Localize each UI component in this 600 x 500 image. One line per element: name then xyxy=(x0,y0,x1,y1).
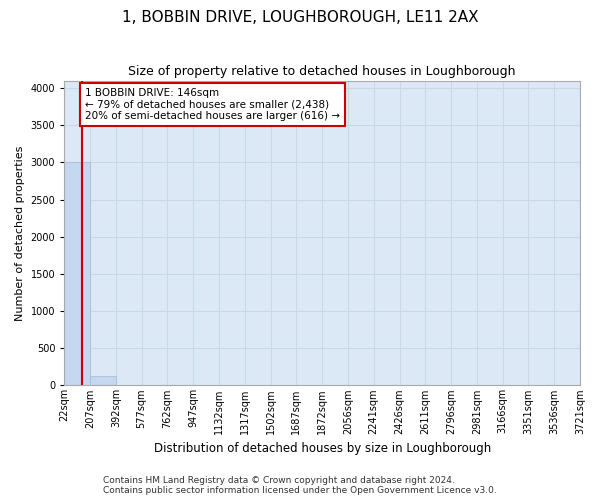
Title: Size of property relative to detached houses in Loughborough: Size of property relative to detached ho… xyxy=(128,65,516,78)
Bar xyxy=(90,376,116,386)
X-axis label: Distribution of detached houses by size in Loughborough: Distribution of detached houses by size … xyxy=(154,442,491,455)
Text: 1, BOBBIN DRIVE, LOUGHBOROUGH, LE11 2AX: 1, BOBBIN DRIVE, LOUGHBOROUGH, LE11 2AX xyxy=(122,10,478,25)
Y-axis label: Number of detached properties: Number of detached properties xyxy=(15,146,25,320)
Text: Contains HM Land Registry data © Crown copyright and database right 2024.
Contai: Contains HM Land Registry data © Crown c… xyxy=(103,476,497,495)
Text: 1 BOBBIN DRIVE: 146sqm
← 79% of detached houses are smaller (2,438)
20% of semi-: 1 BOBBIN DRIVE: 146sqm ← 79% of detached… xyxy=(85,88,340,121)
Bar xyxy=(64,162,90,386)
